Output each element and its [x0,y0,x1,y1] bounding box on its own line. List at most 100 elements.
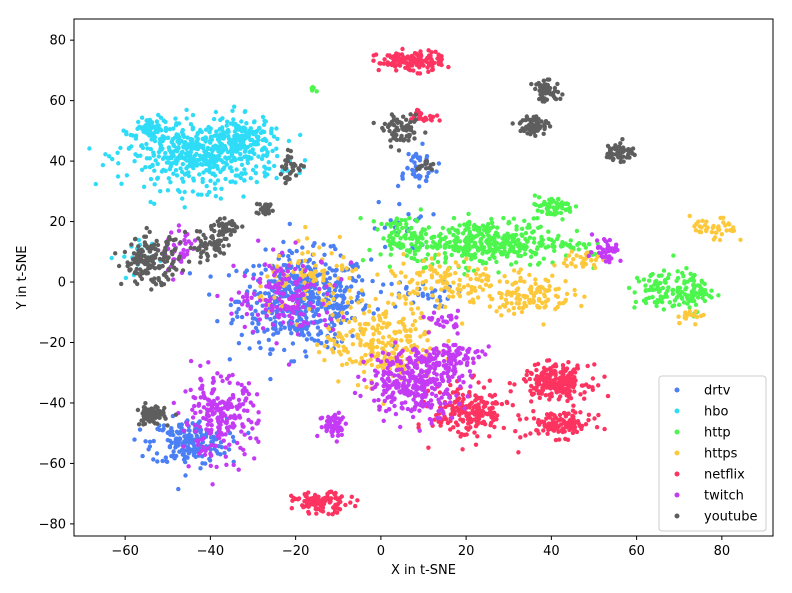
point-youtube [154,238,159,244]
point-http [392,229,397,234]
point-drtv [369,257,374,262]
point-http [430,234,436,240]
point-netflix [544,416,549,421]
point-twitch [202,395,207,400]
point-drtv [317,272,322,277]
point-twitch [192,238,198,243]
point-https [573,264,578,269]
point-twitch [448,313,454,318]
point-https [553,287,558,292]
point-https [702,223,708,228]
point-netflix [396,56,401,61]
point-https [361,369,367,375]
point-hbo [302,158,308,163]
point-youtube [224,236,229,242]
point-hbo [148,146,153,152]
point-drtv [382,244,388,250]
point-twitch [401,370,406,375]
point-http [510,233,515,238]
point-https [425,338,430,343]
point-drtv [295,264,301,269]
point-hbo [185,135,190,140]
point-hbo [202,149,207,154]
point-twitch [331,327,336,332]
point-twitch [201,405,207,410]
point-twitch [323,425,329,430]
point-twitch [223,420,228,425]
point-youtube [150,264,155,269]
point-http [437,239,442,245]
point-drtv [287,221,292,227]
point-drtv [234,268,239,274]
point-hbo [235,173,241,178]
point-hbo [184,107,189,113]
point-twitch [250,329,256,334]
point-http [568,238,573,243]
point-drtv [250,312,255,317]
point-netflix [465,414,470,419]
point-https [464,256,469,261]
point-twitch [405,406,411,412]
point-hbo [141,184,147,189]
point-drtv [336,313,342,318]
point-twitch [385,387,390,392]
point-drtv [382,225,388,230]
point-twitch [381,418,386,423]
point-https [340,264,345,270]
point-netflix [535,361,541,367]
point-hbo [201,153,207,158]
point-twitch [434,346,439,351]
point-netflix [446,64,451,70]
point-https [355,383,361,388]
point-http [391,220,396,226]
point-https [401,363,406,368]
point-drtv [200,461,205,466]
point-twitch [448,400,453,405]
point-youtube [147,257,153,262]
point-https [412,343,417,348]
point-hbo [219,158,224,163]
point-twitch [457,359,462,365]
point-http [509,244,514,250]
point-http [513,260,519,265]
point-hbo [211,171,216,176]
point-twitch [300,304,305,310]
point-hbo [225,149,231,155]
point-drtv [431,212,436,217]
point-https [511,268,517,273]
point-https [429,256,434,261]
point-hbo [182,205,187,210]
point-twitch [613,245,618,250]
point-https [411,289,416,294]
point-hbo [199,192,204,197]
point-twitch [455,331,460,336]
point-https [343,346,349,352]
point-https [380,340,385,345]
point-twitch [596,244,601,249]
point-drtv [332,273,338,278]
point-drtv [257,263,262,268]
point-twitch [201,390,206,395]
point-https [374,344,380,350]
point-hbo [275,153,280,159]
point-netflix [565,378,571,383]
point-https [446,338,451,344]
point-http [424,245,430,250]
point-hbo [143,165,148,170]
point-youtube [122,249,128,255]
point-netflix [551,428,557,433]
point-https [457,282,462,288]
point-drtv [187,271,193,276]
point-hbo [228,179,233,184]
point-twitch [240,391,246,396]
point-hbo [263,137,268,143]
point-twitch [192,403,197,409]
point-twitch [181,247,186,253]
point-twitch [237,402,242,407]
point-hbo [239,119,244,124]
point-drtv [185,435,190,440]
point-https [718,215,723,221]
point-drtv [376,199,381,205]
point-https [313,269,319,274]
point-twitch [416,386,421,391]
